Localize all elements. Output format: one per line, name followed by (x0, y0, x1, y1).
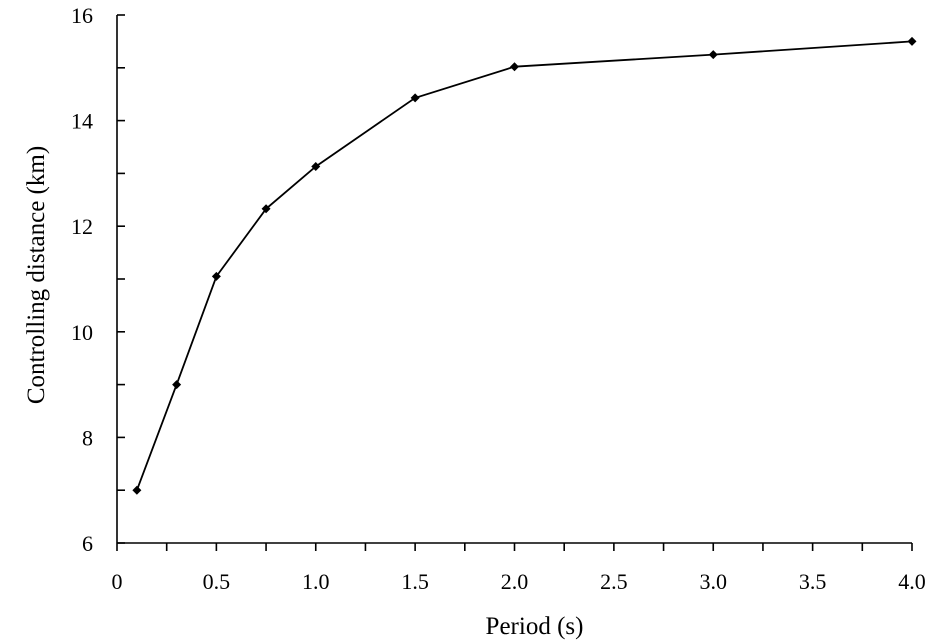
y-tick-label: 12 (71, 214, 93, 239)
ticks (116, 14, 913, 551)
y-tick-label: 8 (82, 425, 93, 450)
x-tick-label: 1.5 (401, 569, 429, 594)
data-point (132, 485, 142, 495)
data-point (211, 271, 221, 281)
x-tick-label: 2.5 (600, 569, 628, 594)
x-tick-label: 0 (112, 569, 123, 594)
x-tick-label: 3.0 (700, 569, 728, 594)
data-point (261, 204, 271, 214)
y-tick-label: 14 (71, 109, 93, 134)
series-line (136, 40, 913, 491)
data-point (311, 162, 321, 172)
y-tick-label: 16 (71, 3, 93, 28)
y-tick-label: 6 (82, 531, 93, 556)
tick-labels: 6 8 10 12 14 16 0 0.5 1.0 1.5 2.0 2.5 3.0 3.5 4.0 (71, 3, 926, 594)
axes (116, 15, 912, 544)
data-point (907, 36, 917, 46)
data-point (410, 93, 420, 103)
x-tick-label: 3.5 (799, 569, 827, 594)
x-tick-label: 4.0 (898, 569, 926, 594)
y-axis-title: Controlling distance (km) (23, 146, 50, 404)
x-axis-title: Period (s) (486, 613, 584, 640)
x-tick-label: 0.5 (203, 569, 231, 594)
data-point (708, 50, 718, 60)
data-point (510, 62, 519, 72)
series (132, 36, 917, 495)
x-tick-label: 1.0 (302, 569, 330, 594)
y-tick-label: 10 (71, 320, 93, 345)
x-tick-label: 2.0 (501, 569, 529, 594)
data-point (172, 380, 182, 390)
